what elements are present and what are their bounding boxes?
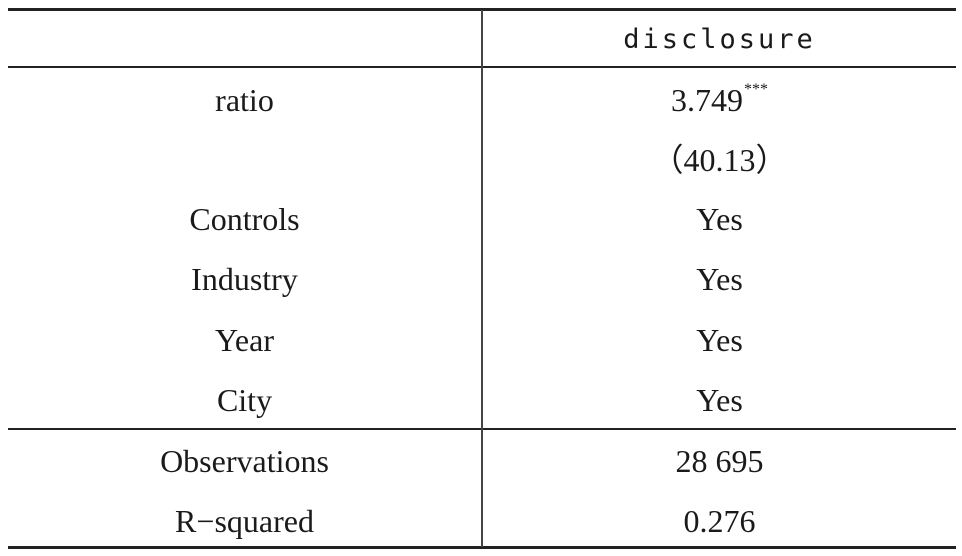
ratio-coefficient: 3.749*** <box>483 80 956 120</box>
row-label-year: Year <box>215 322 274 358</box>
row-label-controls: Controls <box>189 201 300 237</box>
table-bottom-rule <box>8 546 956 549</box>
industry-value: Yes <box>696 261 743 297</box>
row-label-r-squared: R−squared <box>175 503 314 539</box>
significance-stars: *** <box>744 81 768 98</box>
city-value: Yes <box>696 382 743 418</box>
header-cell-empty <box>8 20 481 60</box>
observations-value: 28 695 <box>675 443 764 479</box>
row-label-ratio: ratio <box>215 82 274 118</box>
controls-value: Yes <box>696 201 743 237</box>
row-label-industry: Industry <box>191 261 298 297</box>
row-label-observations: Observations <box>160 443 329 479</box>
ratio-coefficient-value: 3.749 <box>671 82 743 118</box>
column-divider <box>481 10 483 547</box>
header-cell-disclosure: disclosure <box>623 24 816 55</box>
r-squared-value: 0.276 <box>683 503 756 539</box>
year-value: Yes <box>696 322 743 358</box>
ratio-t-statistic: （40.13） <box>651 142 788 178</box>
table-top-rule <box>8 8 956 11</box>
row-label-city: City <box>216 382 273 418</box>
